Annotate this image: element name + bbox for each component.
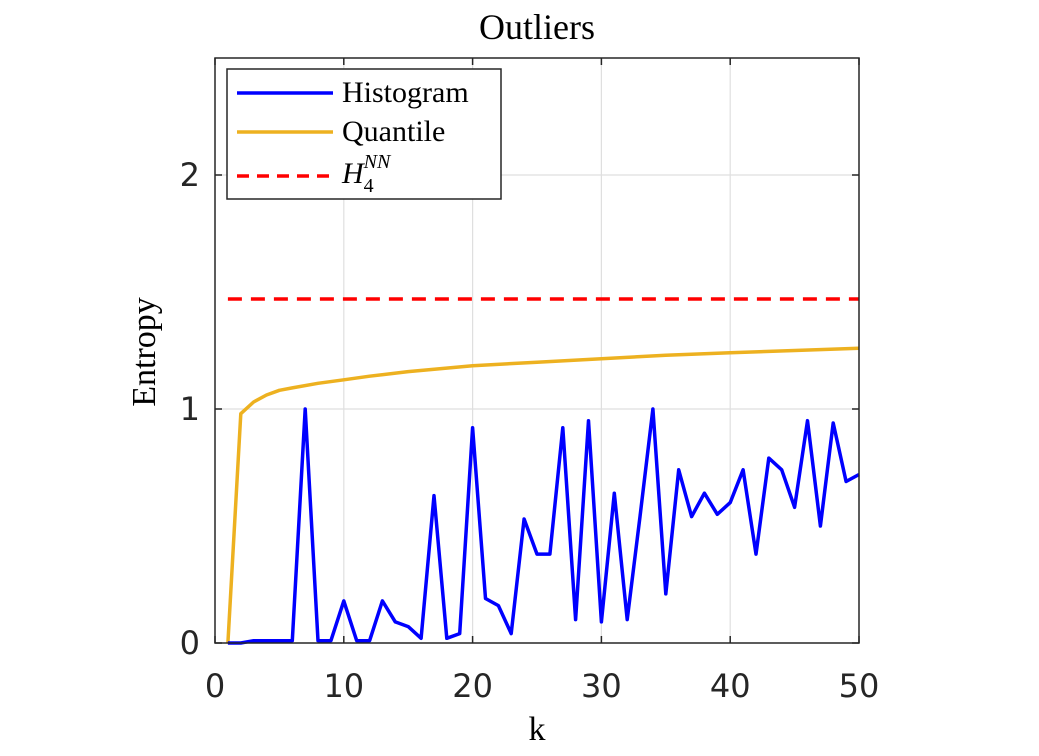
- x-tick-label: 10: [323, 667, 364, 705]
- legend-label-histogram: Histogram: [342, 76, 469, 109]
- y-tick-label: 0: [180, 624, 200, 662]
- legend-label-h4nn: H4NN: [341, 151, 392, 197]
- x-axis-label: k: [529, 711, 546, 748]
- x-tick-labels: 0 10 20 30 40 50: [205, 667, 880, 705]
- y-tick-label: 2: [180, 156, 200, 194]
- series-line-histogram: [227, 407, 860, 645]
- legend-box: [226, 68, 502, 200]
- x-tick-label: 20: [452, 667, 493, 705]
- axes-box: [214, 57, 860, 644]
- y-tick-label: 1: [180, 390, 200, 428]
- series-line-quantile: [226, 346, 860, 644]
- series-layer: [226, 297, 860, 645]
- legend: Histogram Quantile H4NN: [226, 68, 502, 200]
- y-axis-label: Entropy: [126, 297, 163, 407]
- y-tick-labels: 0 1 2: [180, 156, 200, 662]
- legend-label-quantile: Quantile: [342, 115, 445, 148]
- chart-title: Outliers: [479, 7, 595, 47]
- x-tick-label: 40: [710, 667, 751, 705]
- x-tick-label: 30: [581, 667, 622, 705]
- x-tick-label: 50: [839, 667, 880, 705]
- tick-marks: [214, 58, 860, 644]
- x-tick-label: 0: [205, 667, 225, 705]
